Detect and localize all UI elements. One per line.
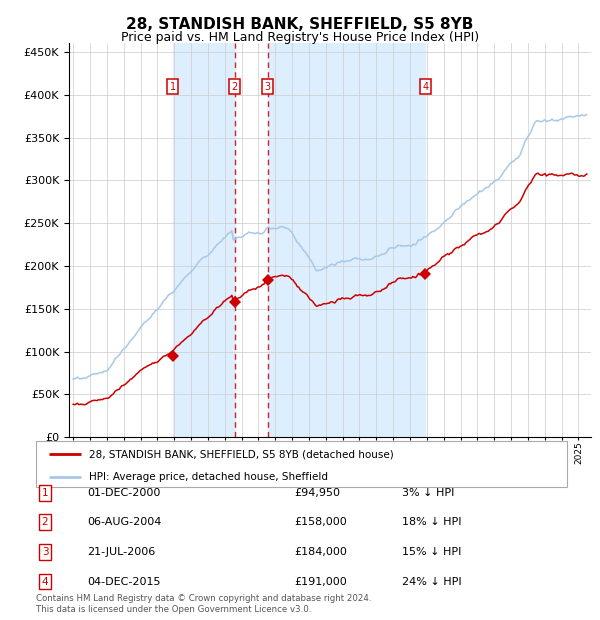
FancyBboxPatch shape bbox=[36, 441, 567, 487]
Text: 01-DEC-2000: 01-DEC-2000 bbox=[87, 488, 160, 498]
Text: 3: 3 bbox=[265, 82, 271, 92]
Text: £158,000: £158,000 bbox=[294, 517, 347, 527]
Text: Price paid vs. HM Land Registry's House Price Index (HPI): Price paid vs. HM Land Registry's House … bbox=[121, 31, 479, 44]
Text: 3: 3 bbox=[41, 547, 49, 557]
Text: 4: 4 bbox=[41, 577, 49, 587]
Text: 3% ↓ HPI: 3% ↓ HPI bbox=[402, 488, 454, 498]
Text: £94,950: £94,950 bbox=[294, 488, 340, 498]
Text: Contains HM Land Registry data © Crown copyright and database right 2024.
This d: Contains HM Land Registry data © Crown c… bbox=[36, 595, 371, 614]
Text: 2: 2 bbox=[232, 82, 238, 92]
Text: 18% ↓ HPI: 18% ↓ HPI bbox=[402, 517, 461, 527]
Text: 4: 4 bbox=[422, 82, 428, 92]
Text: 24% ↓ HPI: 24% ↓ HPI bbox=[402, 577, 461, 587]
Text: 06-AUG-2004: 06-AUG-2004 bbox=[87, 517, 161, 527]
Bar bbox=[173, 43, 235, 437]
Text: 28, STANDISH BANK, SHEFFIELD, S5 8YB (detached house): 28, STANDISH BANK, SHEFFIELD, S5 8YB (de… bbox=[89, 449, 394, 459]
Text: 21-JUL-2006: 21-JUL-2006 bbox=[87, 547, 155, 557]
Text: 28, STANDISH BANK, SHEFFIELD, S5 8YB: 28, STANDISH BANK, SHEFFIELD, S5 8YB bbox=[127, 17, 473, 32]
Text: £184,000: £184,000 bbox=[294, 547, 347, 557]
Text: 1: 1 bbox=[41, 488, 49, 498]
Text: 04-DEC-2015: 04-DEC-2015 bbox=[87, 577, 161, 587]
Text: 15% ↓ HPI: 15% ↓ HPI bbox=[402, 547, 461, 557]
Bar bbox=[268, 43, 425, 437]
Text: 1: 1 bbox=[170, 82, 176, 92]
Text: 2: 2 bbox=[41, 517, 49, 527]
Text: £191,000: £191,000 bbox=[294, 577, 347, 587]
Text: HPI: Average price, detached house, Sheffield: HPI: Average price, detached house, Shef… bbox=[89, 472, 328, 482]
